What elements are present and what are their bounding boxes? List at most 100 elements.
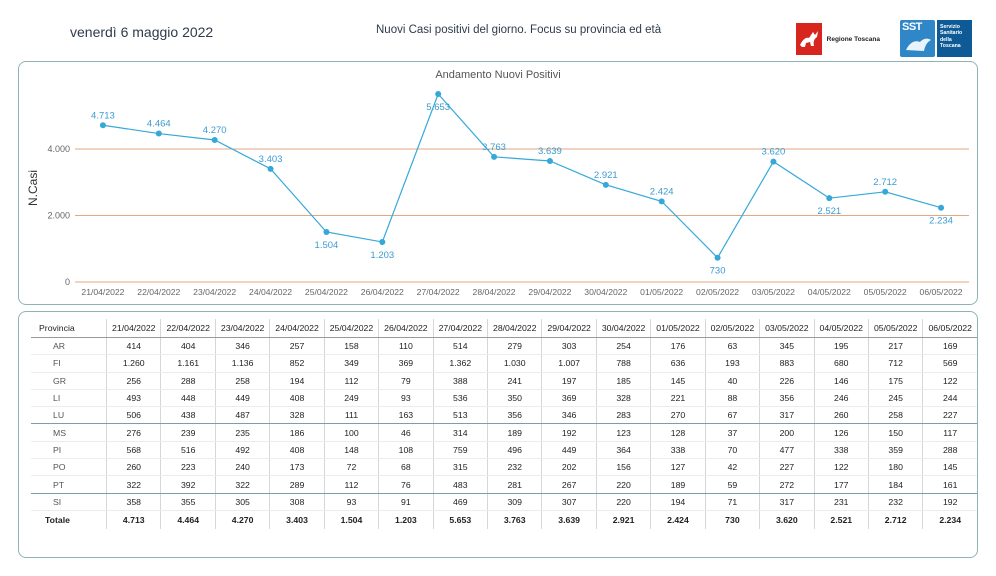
value-cell: 221 [650, 389, 706, 408]
value-cell: 477 [759, 441, 815, 460]
value-cell: 356 [759, 389, 815, 408]
data-label: 2.424 [650, 186, 674, 197]
value-cell: 388 [432, 372, 488, 390]
value-cell: 4.270 [214, 509, 270, 529]
value-cell: 260 [106, 458, 161, 477]
value-cell: 217 [867, 337, 923, 356]
value-cell: 289 [269, 475, 325, 494]
value-cell: 449 [541, 441, 597, 460]
value-cell: 307 [541, 493, 597, 511]
province-cell: GR [31, 372, 107, 390]
data-label: 3.620 [762, 147, 786, 158]
value-cell: 240 [214, 458, 270, 477]
value-cell: 161 [922, 475, 977, 494]
x-tick-label: 27/04/2022 [417, 287, 460, 297]
value-cell: 246 [813, 389, 869, 408]
value-cell: 93 [378, 389, 434, 408]
data-point [938, 204, 945, 211]
data-label: 730 [710, 266, 726, 277]
data-point [211, 136, 218, 143]
value-cell: 88 [704, 389, 760, 408]
data-point [155, 130, 162, 137]
x-tick-label: 23/04/2022 [193, 287, 236, 297]
value-cell: 350 [487, 389, 542, 408]
value-cell: 317 [759, 493, 815, 511]
x-tick-label: 29/04/2022 [528, 287, 571, 297]
table-column-header: 04/05/2022 [813, 319, 869, 338]
province-cell: LI [31, 389, 107, 408]
value-cell: 227 [922, 406, 977, 425]
value-cell: 317 [759, 406, 815, 425]
value-cell: 536 [432, 389, 488, 408]
data-point [99, 122, 106, 129]
value-cell: 3.403 [269, 509, 325, 529]
value-cell: 449 [214, 389, 270, 408]
table-column-header: 02/05/2022 [704, 319, 760, 338]
value-cell: 448 [160, 389, 216, 408]
value-cell: 272 [759, 475, 815, 494]
regione-toscana-logo: Regione Toscana [796, 22, 880, 56]
data-label: 4.464 [147, 119, 171, 130]
value-cell: 1.504 [323, 509, 379, 529]
value-cell: 483 [432, 475, 488, 494]
value-cell: 514 [432, 337, 488, 356]
x-tick-label: 05/05/2022 [864, 287, 907, 297]
data-label: 3.763 [482, 142, 506, 153]
value-cell: 195 [813, 337, 869, 356]
value-cell: 175 [867, 372, 923, 390]
value-cell: 42 [704, 458, 760, 477]
value-cell: 110 [378, 337, 434, 356]
value-cell: 59 [704, 475, 760, 494]
x-tick-label: 28/04/2022 [473, 287, 516, 297]
value-cell: 267 [541, 475, 597, 494]
value-cell: 156 [595, 458, 651, 477]
value-cell: 346 [214, 337, 270, 356]
chart-title: Andamento Nuovi Positivi [435, 69, 560, 81]
value-cell: 408 [269, 441, 325, 460]
province-cell: Totale [31, 509, 107, 529]
value-cell: 2.234 [922, 509, 977, 529]
value-cell: 355 [160, 493, 216, 511]
data-point [491, 153, 498, 160]
pegasus-flag-icon [796, 23, 822, 55]
data-point [435, 91, 442, 97]
value-cell: 392 [160, 475, 216, 494]
value-cell: 223 [160, 458, 216, 477]
series-line [102, 92, 942, 259]
value-cell: 193 [704, 354, 760, 373]
value-cell: 70 [704, 441, 760, 460]
value-cell: 173 [269, 458, 325, 477]
province-cell: FI [31, 354, 107, 373]
value-cell: 184 [867, 475, 923, 494]
value-cell: 5.653 [432, 509, 488, 529]
value-cell: 169 [922, 337, 977, 356]
value-cell: 730 [704, 509, 760, 529]
value-cell: 79 [378, 372, 434, 390]
value-cell: 127 [650, 458, 706, 477]
value-cell: 231 [813, 493, 869, 511]
value-cell: 100 [323, 423, 379, 442]
table-row: LU 506 438 487 328 111 163 513 356 346 283 270 67 317… [31, 406, 977, 425]
value-cell: 2.712 [867, 509, 923, 529]
value-cell: 2.521 [813, 509, 869, 529]
value-cell: 414 [106, 337, 161, 356]
data-label: 2.712 [873, 177, 897, 188]
value-cell: 258 [214, 372, 270, 390]
table-column-header: 26/04/2022 [378, 319, 434, 338]
value-cell: 852 [269, 354, 325, 373]
value-cell: 91 [378, 493, 434, 511]
data-point [770, 158, 777, 165]
data-label: 1.203 [370, 250, 394, 261]
table-column-header: 01/05/2022 [650, 319, 706, 338]
value-cell: 260 [813, 406, 869, 425]
value-cell: 227 [759, 458, 815, 477]
table-row: AR 414 404 346 257 158 110 514 279 303 254 176 63 345… [31, 337, 977, 356]
table-row: FI 1.260 1.161 1.136 852 349 369 1.362 1.030 1.00… [31, 354, 977, 373]
value-cell: 258 [867, 406, 923, 425]
table-column-header: 05/05/2022 [867, 319, 923, 338]
report-subtitle: Nuovi Casi positivi del giorno. Focus su… [376, 24, 662, 36]
report-date: venerdì 6 maggio 2022 [70, 24, 214, 40]
data-label: 2.234 [929, 216, 953, 227]
table-column-header: 21/04/2022 [106, 319, 161, 338]
x-tick-label: 06/05/2022 [920, 287, 963, 297]
